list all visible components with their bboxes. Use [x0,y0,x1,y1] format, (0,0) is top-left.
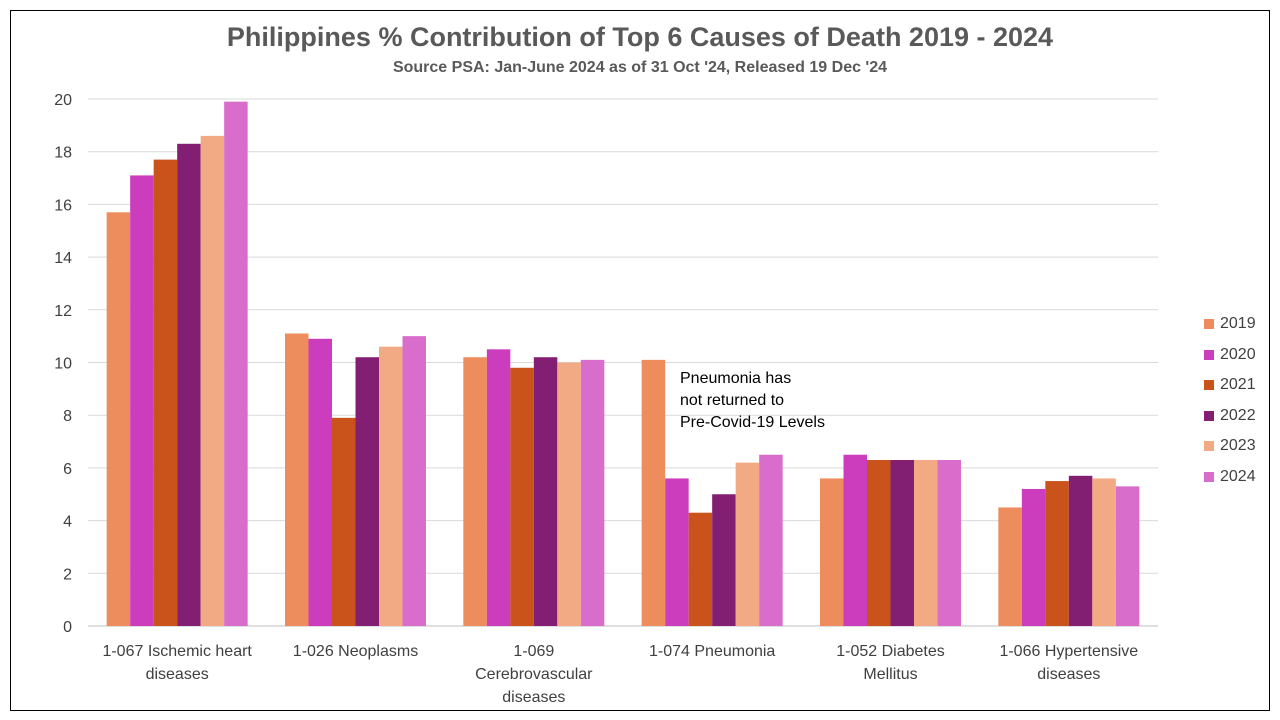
legend-label: 2019 [1220,315,1256,333]
legend-item-2024: 2024 [1204,462,1256,493]
category-label-line: 1-026 Neoplasms [293,643,418,660]
category-label-line: 1-067 Ischemic heart [102,643,252,660]
legend-swatch [1204,471,1214,482]
bar-2019-2 [285,333,309,626]
bar-2019-5 [820,478,844,626]
legend-item-2019: 2019 [1204,309,1256,340]
bar-2024-2 [402,336,426,626]
legend-swatch [1204,319,1214,330]
y-tick-label: 20 [54,92,72,109]
category-label: 1-066 Hypertensive diseases [999,643,1138,683]
y-tick-label: 2 [63,566,72,583]
y-tick-label: 4 [63,514,72,531]
legend-item-2021: 2021 [1204,370,1256,401]
bar-2022-2 [355,357,379,626]
category-label-line: 1-066 Hypertensive [999,643,1138,660]
category-label: 1-067 Ischemic heart diseases [102,643,252,683]
bar-2021-1 [153,159,178,627]
bar-2024-1 [224,101,248,626]
bar-2021-3 [510,367,534,626]
bar-2020-3 [486,349,511,626]
bar-2021-6 [1045,481,1069,626]
bar-2021-4 [688,512,713,626]
chart-subtitle: Source PSA: Jan-June 2024 as of 31 Oct '… [392,59,888,76]
category-label-line: diseases [146,666,209,683]
bar-2019-1 [106,212,131,626]
category-label-line: Cerebrovascular [475,666,593,683]
category-label-line: Mellitus [863,666,917,683]
bar-2020-1 [130,175,154,627]
bar-2023-6 [1092,478,1116,626]
category-label: 1-026 Neoplasms [293,643,418,660]
legend-label: 2020 [1220,345,1256,363]
y-tick-label: 12 [54,303,72,320]
legend-swatch [1204,410,1214,421]
bar-2020-2 [308,338,332,626]
legend-swatch [1204,380,1214,391]
y-tick-label: 10 [54,356,72,373]
bar-2022-5 [890,459,914,626]
bar-2023-2 [379,346,403,626]
bar-2023-5 [914,459,938,626]
y-tick-label: 16 [54,197,72,214]
bar-2020-4 [665,478,689,626]
category-label-line: 1-052 Diabetes [836,643,945,660]
y-tick-label: 0 [63,619,72,636]
legend-label: 2022 [1220,406,1256,424]
bar-2023-4 [735,462,760,626]
legend-item-2023: 2023 [1204,431,1256,462]
chart-frame [10,10,1270,711]
bar-2019-3 [463,357,487,626]
pneumonia-annotation: Pneumonia has not returned to Pre-Covid-… [680,370,825,431]
bar-2019-6 [998,507,1022,626]
legend-label: 2023 [1220,437,1256,455]
y-tick-label: 8 [63,408,72,425]
bar-2022-6 [1068,475,1093,626]
legend-label: 2021 [1220,376,1256,394]
bar-2019-4 [641,359,666,626]
bar-2021-2 [332,417,356,626]
category-label: 1-052 Diabetes Mellitus [836,643,945,683]
y-tick-label: 14 [54,250,72,267]
category-label: 1-074 Pneumonia [649,643,775,660]
bar-2024-3 [580,359,605,626]
bar-2023-3 [557,362,581,626]
y-tick-label: 18 [54,145,72,162]
bar-2022-4 [712,494,736,626]
category-label-line: 1-069 [513,643,554,660]
category-label-line: diseases [502,689,565,706]
y-tick-label: 6 [63,461,72,478]
chart-title: Philippines % Contribution of Top 6 Caus… [226,22,1054,52]
bar-2024-6 [1115,486,1140,626]
category-label: 1-069 Cerebrovascular diseases [475,643,593,706]
legend-swatch [1204,349,1214,360]
legend-swatch [1204,441,1214,452]
bar-2024-4 [759,454,783,626]
legend-item-2020: 2020 [1204,340,1256,371]
category-label-line: 1-074 Pneumonia [649,643,775,660]
bar-2021-5 [867,459,891,626]
category-label-line: diseases [1037,666,1100,683]
bar-2023-1 [200,135,225,626]
legend-label: 2024 [1220,467,1256,485]
chart-legend: 2019 2020 2021 2022 2023 2024 [1204,309,1256,492]
legend-item-2022: 2022 [1204,401,1256,432]
bar-2022-3 [533,357,558,626]
bar-2020-6 [1021,488,1046,626]
bar-2020-5 [843,454,867,626]
bar-2024-5 [937,459,961,626]
bar-2022-1 [177,143,201,627]
